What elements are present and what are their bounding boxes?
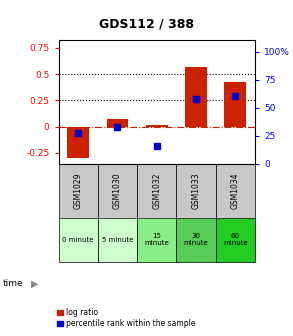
Bar: [137, 218, 176, 262]
Bar: [137, 164, 176, 218]
Text: 15
minute: 15 minute: [144, 234, 169, 246]
Bar: [67, 127, 89, 158]
Text: time: time: [3, 280, 23, 288]
Bar: [224, 82, 246, 127]
Text: GSM1029: GSM1029: [74, 172, 83, 209]
Bar: [146, 125, 168, 127]
Text: GSM1034: GSM1034: [231, 172, 240, 209]
Bar: [59, 164, 98, 218]
Bar: [176, 218, 216, 262]
Text: 0 minute: 0 minute: [62, 237, 94, 243]
Text: GDS112 / 388: GDS112 / 388: [99, 17, 194, 30]
Text: GSM1033: GSM1033: [192, 172, 200, 209]
Bar: [216, 218, 255, 262]
Text: 5 minute: 5 minute: [102, 237, 133, 243]
Bar: [216, 164, 255, 218]
Bar: [107, 119, 128, 127]
Text: GSM1030: GSM1030: [113, 172, 122, 209]
Legend: log ratio, percentile rank within the sample: log ratio, percentile rank within the sa…: [57, 307, 196, 329]
Bar: [185, 67, 207, 127]
Text: GSM1032: GSM1032: [152, 172, 161, 209]
Bar: [176, 164, 216, 218]
Bar: [98, 218, 137, 262]
Bar: [59, 218, 98, 262]
Text: ▶: ▶: [31, 279, 38, 289]
Bar: [98, 164, 137, 218]
Text: 60
minute: 60 minute: [223, 234, 248, 246]
Text: 30
minute: 30 minute: [184, 234, 208, 246]
